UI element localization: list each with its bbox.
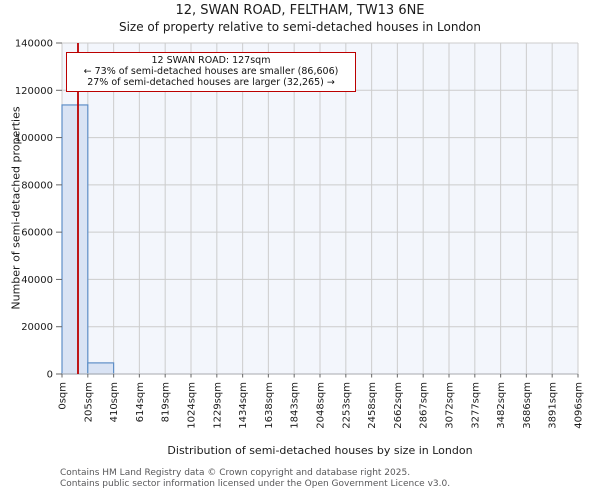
y-tick-label: 80000 [21, 180, 53, 191]
chart-subtitle: Size of property relative to semi-detach… [118, 20, 481, 34]
y-tick-label: 20000 [21, 322, 53, 333]
y-tick-label: 140000 [15, 39, 53, 50]
chart-title: 12, SWAN ROAD, FELTHAM, TW13 6NE [175, 3, 425, 18]
annotation-box: 12 SWAN ROAD: 127sqm ← 73% of semi-detac… [66, 52, 356, 92]
annotation-property-size: 12 SWAN ROAD: 127sqm [151, 55, 271, 66]
x-tick-label: 2662sqm [393, 382, 404, 429]
x-tick-label: 1843sqm [290, 382, 301, 429]
x-tick-label: 2867sqm [419, 382, 430, 429]
x-tick-label: 614sqm [135, 382, 146, 422]
x-tick-label: 819sqm [161, 382, 172, 422]
x-tick-label: 1434sqm [238, 382, 249, 429]
x-tick-label: 410sqm [109, 382, 120, 422]
histogram-bar [61, 104, 89, 375]
footer: Contains HM Land Registry data © Crown c… [60, 468, 450, 490]
x-tick-label: 3072sqm [445, 382, 456, 429]
x-tick-label: 0sqm [58, 382, 69, 410]
y-tick-label: 100000 [15, 133, 53, 144]
footer-line-1: Contains HM Land Registry data © Crown c… [60, 468, 411, 478]
x-tick-label: 2048sqm [316, 382, 327, 429]
x-tick-label: 3277sqm [470, 382, 481, 429]
x-tick-label: 4096sqm [574, 382, 585, 429]
y-axis-label: Number of semi-detached properties [9, 106, 23, 310]
x-tick-label: 2253sqm [341, 382, 352, 429]
plot-area: 0sqm 205sqm 410sqm 614sqm 819sqm 1024sqm 1229s… [15, 39, 585, 429]
footer-line-2: Contains public sector information licen… [60, 479, 451, 489]
x-axis-label: Distribution of semi-detached houses by … [167, 444, 473, 457]
x-tick-label: 2458sqm [367, 382, 378, 429]
annotation-smaller-stat: ← 73% of semi-detached houses are smalle… [83, 66, 339, 77]
x-tick-label: 1024sqm [187, 382, 198, 429]
x-tick-label: 3686sqm [522, 382, 533, 429]
x-tick-label: 3482sqm [496, 382, 507, 429]
x-tick-label: 1229sqm [212, 382, 223, 429]
annotation-larger-stat: 27% of semi-detached houses are larger (… [87, 77, 335, 88]
y-tick-label: 40000 [21, 275, 53, 286]
histogram-bar [87, 362, 115, 375]
x-tick-label: 205sqm [83, 382, 94, 422]
x-tick-label: 1638sqm [264, 382, 275, 429]
x-tick-label: 3891sqm [548, 382, 559, 429]
y-tick-label: 60000 [21, 228, 53, 239]
y-tick-label: 120000 [15, 86, 53, 97]
y-tick-label: 0 [47, 370, 53, 381]
